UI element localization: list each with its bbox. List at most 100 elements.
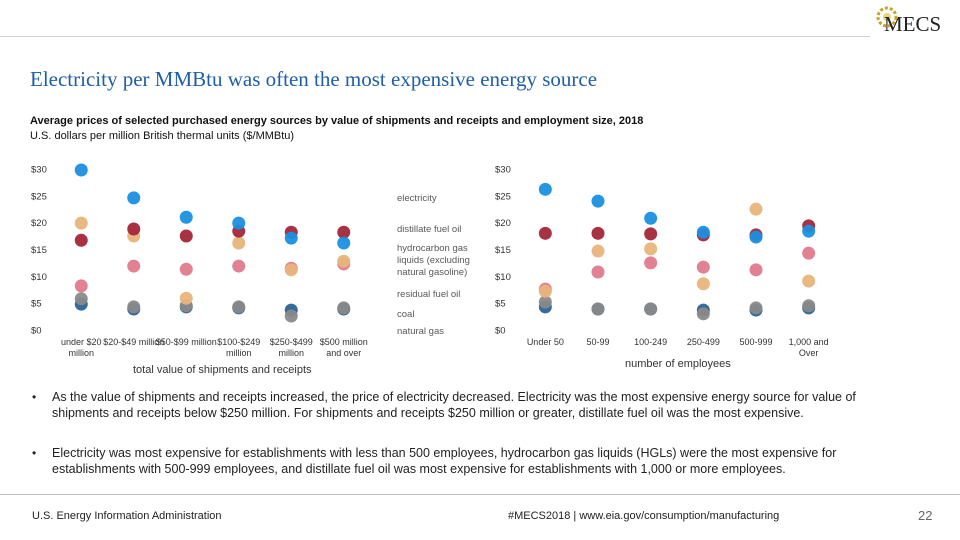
dot (696, 277, 710, 291)
dot (749, 202, 763, 216)
dot (591, 226, 605, 240)
legend-label: residual fuel oil (397, 289, 461, 300)
x-tick-label: 250-499 (686, 337, 720, 347)
dot (179, 291, 193, 305)
dot (337, 301, 351, 315)
x-tick-label: Under 50 (526, 337, 564, 347)
legend-label: electricity (397, 193, 437, 204)
dot (591, 265, 605, 279)
dot (74, 216, 88, 230)
dot (232, 216, 246, 230)
dot (284, 231, 298, 245)
bullet: Electricity was most expensive for estab… (52, 446, 837, 476)
bullet: As the value of shipments and receipts i… (52, 390, 856, 420)
top-rule (0, 36, 870, 37)
bullet-marker: • (32, 390, 37, 404)
x-tick-label: 500-999 (739, 337, 773, 347)
x-tick-label: $100-$249 million (217, 337, 261, 358)
legend-label: natural gas (397, 326, 445, 337)
dot (644, 302, 658, 316)
dot (591, 244, 605, 258)
dot (74, 292, 88, 306)
dot (232, 259, 246, 273)
y-tick-label: $10 (495, 272, 511, 283)
units: U.S. dollars per million British thermal… (30, 130, 295, 142)
dot (538, 295, 552, 309)
dot (127, 300, 141, 314)
dot (749, 263, 763, 277)
y-tick-label: $0 (31, 326, 42, 337)
logo-gear (876, 6, 898, 28)
dot (179, 229, 193, 243)
dot (337, 225, 351, 239)
y-tick-label: $5 (31, 299, 42, 310)
logo: MECS (884, 12, 942, 36)
y-tick-label: $15 (31, 245, 47, 256)
charts: $0 $5 $10 $15 $20 $25 $30 $0 $5 $10 $15 $20 $25 $30 (31, 163, 816, 337)
dot (749, 301, 763, 315)
y-tick-label: $0 (495, 326, 506, 337)
dot (284, 263, 298, 277)
bullet-marker: • (32, 446, 37, 460)
dot (284, 309, 298, 323)
x-tick-label: $20-$49 million (103, 337, 165, 347)
dot (802, 274, 816, 288)
dot (696, 307, 710, 321)
y-tick-label: $20 (495, 218, 511, 229)
dot (749, 230, 763, 244)
footer-source: U.S. Energy Information Administration (32, 510, 222, 522)
legend-label: coal (397, 309, 415, 320)
dot (696, 225, 710, 239)
dot (802, 299, 816, 313)
dot (591, 302, 605, 316)
dot (538, 182, 552, 196)
y-tick-label: $25 (495, 191, 511, 202)
y-tick-label: $20 (31, 218, 47, 229)
slide-title: Electricity per MMBtu was often the most… (30, 67, 598, 91)
subtitle: Average prices of selected purchased ene… (30, 115, 644, 127)
dot (74, 233, 88, 247)
x-tick-label: 100-249 (634, 337, 668, 347)
dot (696, 260, 710, 274)
x-tick-label: 50-99 (586, 337, 610, 347)
legend-label: distillate fuel oil (397, 224, 462, 235)
y-tick-label: $10 (31, 272, 47, 283)
y-tick-label: $25 (31, 191, 47, 202)
dot (74, 163, 88, 177)
legend-label: hydrocarbon gas liquids (excluding natur… (397, 243, 470, 278)
dot (127, 191, 141, 205)
y-tick-label: $30 (495, 165, 511, 176)
x-tick-label: $250-$499 million (269, 337, 313, 358)
dot (127, 259, 141, 273)
x-tick-label: $50-$99 million (155, 337, 217, 347)
dot (232, 236, 246, 250)
dot (179, 210, 193, 224)
dot (337, 254, 351, 268)
dot (179, 262, 193, 276)
dot (644, 227, 658, 241)
dot (74, 279, 88, 293)
y-tick-label: $5 (495, 299, 506, 310)
dot (802, 224, 816, 238)
x-axis-title: number of employees (625, 358, 731, 370)
page-number: 22 (918, 508, 933, 523)
dot (644, 242, 658, 256)
y-tick-label: $15 (495, 245, 511, 256)
dot (802, 246, 816, 260)
dot (127, 222, 141, 236)
x-axis-title: total value of shipments and receipts (133, 364, 312, 376)
dot (337, 236, 351, 250)
x-tick-label: under $20 million (60, 337, 102, 358)
footer-link: #MECS2018 | www.eia.gov/consumption/manu… (508, 510, 780, 522)
dot (538, 226, 552, 240)
dot (644, 256, 658, 270)
bottom-rule (0, 494, 960, 495)
x-tick-label: $500 million and over (319, 337, 368, 358)
dot (232, 300, 246, 314)
dot (591, 194, 605, 208)
x-tick-label: 1,000 and Over (788, 337, 829, 358)
dot (644, 211, 658, 225)
y-tick-label: $30 (31, 165, 47, 176)
dot (538, 284, 552, 298)
